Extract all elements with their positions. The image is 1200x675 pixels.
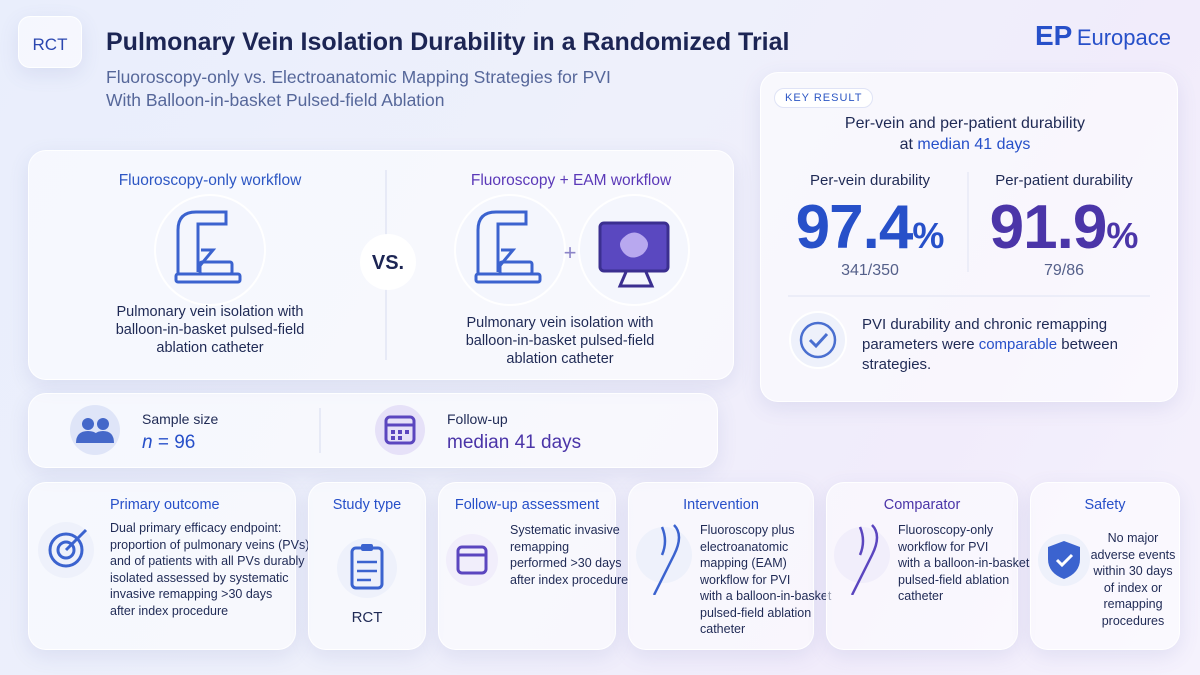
text-line: adverse events bbox=[1090, 547, 1176, 562]
text-line: with a balloon-in-basket bbox=[898, 556, 1030, 570]
card-body: Fluoroscopy-only workflow for PVI with a b… bbox=[898, 522, 1030, 605]
text-line: proportion of pulmonary veins (PVs) bbox=[110, 537, 310, 552]
metric-label: Per-patient durability bbox=[995, 172, 1133, 189]
stats-panel bbox=[28, 393, 718, 468]
metric-fraction: 341/350 bbox=[841, 262, 899, 279]
heading-prefix: at bbox=[899, 136, 913, 153]
card-title: Primary outcome bbox=[110, 497, 220, 513]
followup-value: median 41 days bbox=[447, 432, 582, 453]
text-line: ablation catheter bbox=[506, 351, 614, 367]
metric-fraction: 79/86 bbox=[1043, 262, 1085, 279]
sample-symbol: n bbox=[142, 432, 153, 453]
text-line: procedures bbox=[1101, 613, 1165, 628]
card-icon bbox=[337, 538, 397, 598]
brand: EP Europace bbox=[1035, 20, 1171, 52]
left-workflow-title: Fluoroscopy-only workflow bbox=[118, 172, 302, 189]
card-icon bbox=[834, 524, 890, 595]
key-result-tag: KEY RESULT bbox=[774, 88, 874, 108]
followup-label: Follow-up bbox=[447, 411, 508, 427]
workflow-icons bbox=[154, 170, 690, 360]
key-result-heading: Per-vein and per-patient durability bbox=[844, 115, 1086, 132]
sample-label: Sample size bbox=[142, 411, 219, 427]
sample-number: = 96 bbox=[157, 432, 196, 453]
text-line: remapping bbox=[510, 539, 570, 554]
text-line: electroanatomic bbox=[700, 539, 789, 554]
brand-mark: EP bbox=[1035, 20, 1073, 51]
card-body: Systematic invasive remapping performed >3… bbox=[510, 522, 629, 588]
text-line: balloon-in-basket pulsed-field bbox=[115, 322, 305, 338]
metric-number: 91.9 bbox=[989, 193, 1108, 262]
text-line: remapping bbox=[1103, 597, 1163, 611]
card-title: Study type bbox=[332, 497, 402, 513]
card-title: Comparator bbox=[883, 497, 961, 513]
text-line: of index or bbox=[1103, 580, 1163, 595]
text-line: catheter bbox=[700, 622, 746, 636]
conclusion: PVI durability and chronic remapping par… bbox=[862, 315, 1132, 375]
key-result-subheading: at median 41 days bbox=[760, 136, 1170, 154]
card-icon bbox=[38, 522, 94, 578]
text-line: workflow for PVI bbox=[700, 572, 791, 587]
text-line: Dual primary efficacy endpoint: bbox=[110, 521, 282, 535]
text-line: Pulmonary vein isolation with bbox=[466, 315, 654, 331]
text-line: With Balloon-in-basket Pulsed-field Abla… bbox=[106, 90, 445, 110]
card-title: Safety bbox=[1084, 497, 1126, 513]
text-line: after index procedure bbox=[510, 572, 629, 587]
brand-name: Europace bbox=[1076, 25, 1171, 50]
text-line: pulsed-field ablation bbox=[700, 605, 812, 620]
right-workflow-title: Fluoroscopy + EAM workflow bbox=[470, 172, 672, 189]
card-icon bbox=[1038, 534, 1090, 586]
card-icon bbox=[636, 524, 692, 595]
text-line: balloon-in-basket pulsed-field bbox=[465, 333, 655, 349]
plus: + bbox=[563, 240, 577, 265]
text-line: invasive remapping >30 days bbox=[110, 587, 273, 601]
text-line: workflow for PVI bbox=[898, 539, 989, 554]
text-line: isolated assessed by systematic bbox=[110, 570, 289, 585]
card-body: Dual primary efficacy endpoint: proportio… bbox=[110, 520, 310, 619]
text-line: Systematic invasive bbox=[510, 523, 620, 537]
conclusion-highlight: comparable bbox=[978, 336, 1058, 353]
text-line: within 30 days bbox=[1093, 564, 1173, 578]
text-line: mapping (EAM) bbox=[700, 556, 787, 570]
text-line: Fluoroscopy-only bbox=[898, 523, 994, 537]
versus: VS. bbox=[371, 252, 405, 274]
text-line: performed >30 days bbox=[510, 556, 622, 570]
conclusion-end: between strategies. bbox=[862, 336, 1118, 373]
text-line: RCT bbox=[351, 609, 383, 626]
card-body: RCT bbox=[308, 609, 426, 627]
right-caption: Pulmonary vein isolation with balloon-in-… bbox=[440, 314, 680, 368]
text-line: catheter bbox=[898, 589, 944, 603]
text-line: ablation catheter bbox=[156, 340, 264, 356]
card-body: No major adverse events within 30 days of i… bbox=[1088, 530, 1178, 629]
stats-icons bbox=[70, 405, 425, 455]
text-line: No major bbox=[1107, 531, 1159, 545]
metric-unit: % bbox=[912, 215, 945, 256]
left-caption: Pulmonary vein isolation with balloon-in-… bbox=[90, 303, 330, 357]
metric-value: 91.9% bbox=[959, 192, 1169, 263]
card-title: Follow-up assessment bbox=[454, 497, 600, 513]
metric-number: 97.4 bbox=[795, 193, 914, 262]
title: Pulmonary Vein Isolation Durability in a… bbox=[106, 28, 790, 56]
text-line: pulsed-field ablation bbox=[898, 572, 1010, 587]
text-line: Fluoroscopy-only vs. Electroanatomic Map… bbox=[106, 67, 611, 87]
text-line: Fluoroscopy plus bbox=[700, 523, 795, 537]
text-line: and of patients with all PVs durably bbox=[110, 554, 305, 568]
card-icon bbox=[446, 534, 498, 586]
subtitle: Fluoroscopy-only vs. Electroanatomic Map… bbox=[106, 66, 611, 112]
metric-label: Per-vein durability bbox=[809, 172, 931, 189]
badge-text: RCT bbox=[32, 35, 68, 54]
card bbox=[826, 482, 1018, 650]
key-result-decor bbox=[788, 172, 1150, 369]
card-title: Intervention bbox=[683, 497, 759, 513]
conclusion-text: PVI durability and chronic remapping par… bbox=[862, 316, 1108, 353]
text-line: after index procedure bbox=[110, 603, 229, 618]
sample-value: n = 96 bbox=[142, 432, 195, 454]
badge bbox=[18, 16, 82, 68]
heading-highlight: median 41 days bbox=[917, 136, 1031, 153]
metric-unit: % bbox=[1106, 215, 1139, 256]
text-line: Pulmonary vein isolation with bbox=[116, 304, 304, 320]
metric-value: 97.4% bbox=[765, 192, 975, 263]
card-body: Fluoroscopy plus electroanatomic mapping (… bbox=[700, 522, 832, 638]
text-line: with a balloon-in-basket bbox=[700, 589, 832, 603]
